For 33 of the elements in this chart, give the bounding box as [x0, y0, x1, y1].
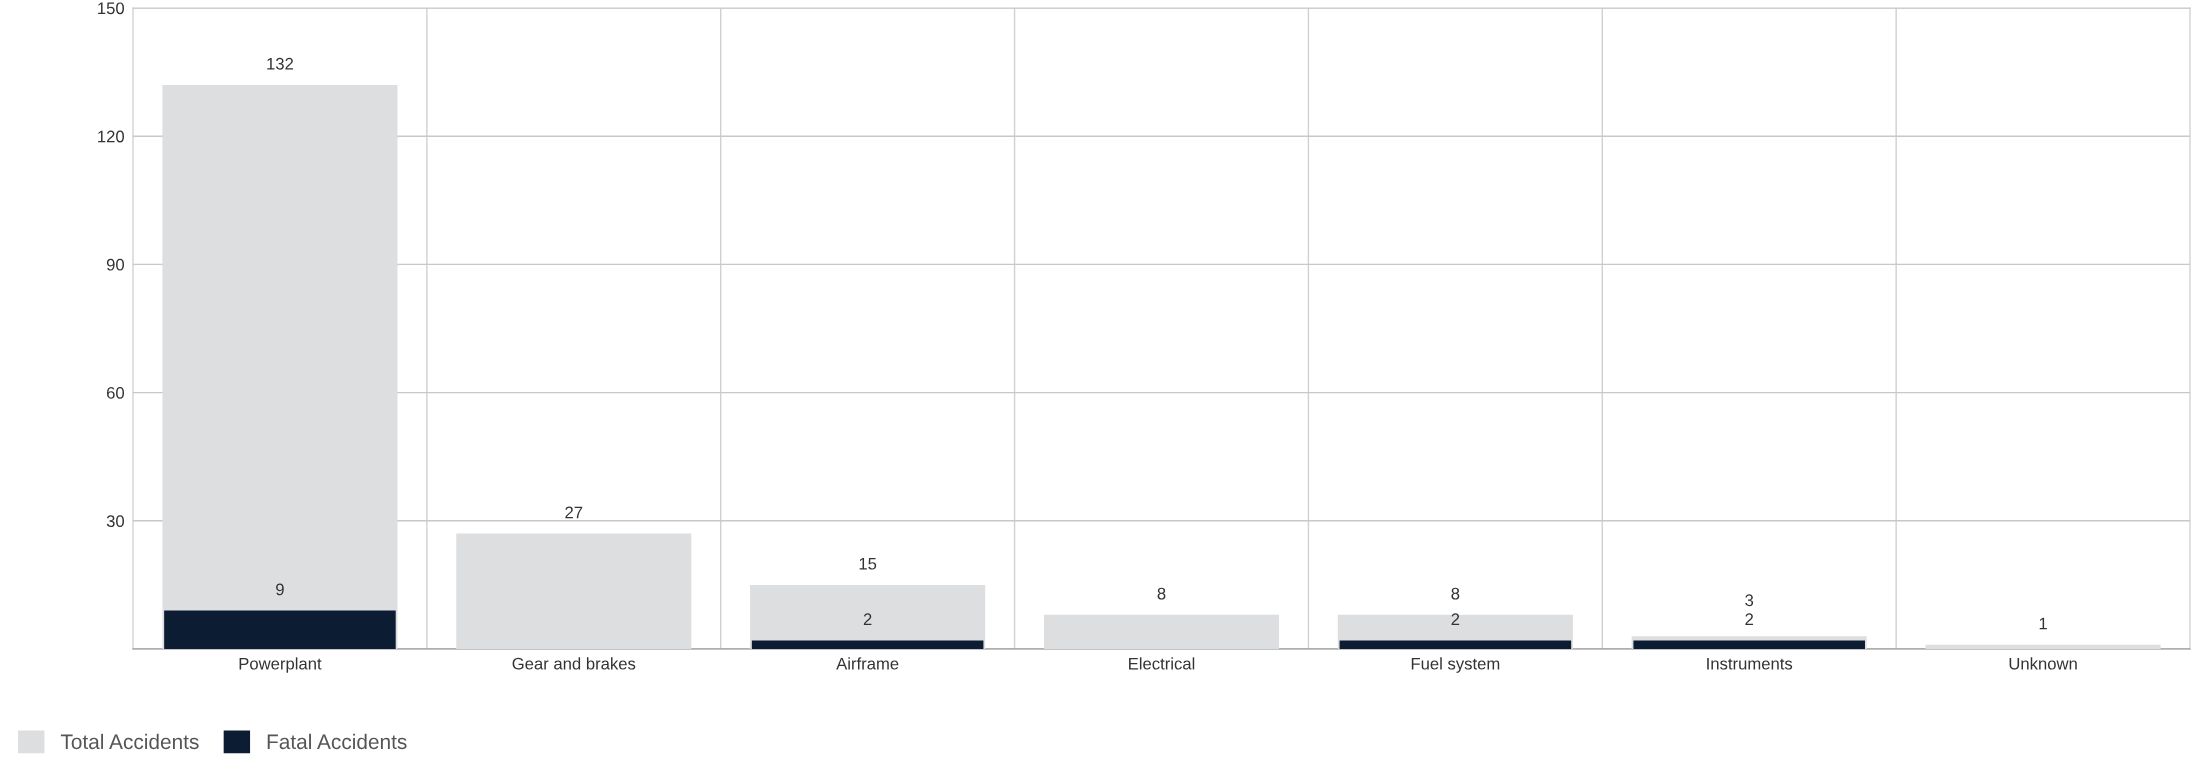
- data-label: 2: [1745, 613, 1754, 625]
- bar: [1043, 614, 1280, 649]
- data-label: 2: [1451, 613, 1460, 625]
- bar: [1925, 644, 2161, 649]
- x-tick-label: Airframe: [836, 657, 899, 670]
- bar: [1633, 640, 1865, 649]
- y-tick-label: 90: [106, 258, 125, 271]
- bar: [162, 84, 398, 649]
- y-tick-label: 150: [98, 2, 125, 15]
- bar: [1339, 640, 1572, 649]
- x-tick-label: Instruments: [1707, 657, 1793, 670]
- y-tick-label: 60: [106, 387, 125, 399]
- data-label: 27: [565, 506, 583, 519]
- x-tick-label: Electrical: [1129, 657, 1195, 670]
- legend-label: Fatal Accidents: [267, 733, 407, 750]
- data-label: 8: [1451, 587, 1460, 600]
- data-label: 2: [863, 613, 872, 625]
- x-tick-label: Gear and brakes: [512, 657, 636, 670]
- data-label: 9: [276, 583, 284, 596]
- x-tick-label: Fuel system: [1411, 657, 1500, 673]
- x-tick-label: Powerplant: [239, 657, 322, 673]
- data-label: 8: [1157, 587, 1166, 600]
- bar: [751, 640, 984, 649]
- data-label: 15: [859, 557, 877, 570]
- y-tick-label: 120: [98, 130, 125, 143]
- data-label: 1: [2039, 617, 2047, 630]
- y-tick-label: 30: [106, 515, 125, 527]
- legend-label: Total Accidents: [60, 733, 199, 750]
- data-label: 132: [267, 57, 293, 70]
- data-label: 3: [1745, 594, 1754, 607]
- bar: [456, 533, 692, 649]
- bar: [164, 610, 396, 649]
- x-tick-label: Unknown: [2009, 657, 2077, 670]
